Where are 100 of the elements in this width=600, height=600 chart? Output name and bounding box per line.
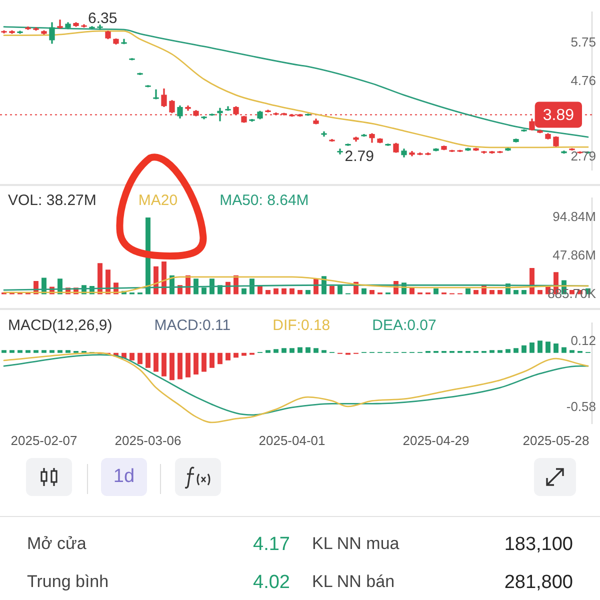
text: DEA:0.07 <box>372 317 436 334</box>
bar <box>522 290 526 294</box>
bar <box>250 278 254 294</box>
candlestick <box>57 20 63 29</box>
bar <box>2 350 6 353</box>
y-tick-label: 2.79 <box>570 148 596 164</box>
series-label: MACD:0.11 <box>154 317 231 334</box>
bar <box>242 288 246 294</box>
y-tick-label: 94.84M <box>552 209 596 224</box>
bar <box>322 350 326 353</box>
bar <box>210 352 214 368</box>
text: 4.02 <box>253 572 290 594</box>
text: KL NN bán <box>312 572 395 592</box>
bar <box>194 352 198 375</box>
bar <box>306 290 310 294</box>
candlestick <box>337 148 343 154</box>
candlestick <box>217 108 223 122</box>
bar <box>138 352 142 364</box>
bar <box>202 352 206 372</box>
bar <box>282 348 286 353</box>
y-tick-label: 5.75 <box>570 34 596 50</box>
bar <box>162 352 166 376</box>
bar <box>26 350 30 353</box>
bar <box>58 350 62 353</box>
x-tick-label: 2025-02-07 <box>10 432 78 448</box>
chart-title: VOL: 38.27M <box>8 192 96 209</box>
bar <box>362 288 366 294</box>
bar <box>330 286 334 294</box>
bar <box>466 288 470 294</box>
bar <box>506 349 510 353</box>
bar <box>434 288 438 294</box>
bar <box>226 352 230 360</box>
text: 281,800 <box>504 572 573 594</box>
bar <box>298 347 302 353</box>
text: Mở cửa <box>27 534 86 554</box>
bar <box>570 350 574 353</box>
bar <box>42 350 46 353</box>
bar <box>538 290 542 294</box>
bar <box>194 278 198 294</box>
bar <box>98 263 102 294</box>
bar <box>538 340 542 353</box>
bar <box>146 352 150 368</box>
bar <box>530 342 534 353</box>
text: Trung bình <box>27 572 109 592</box>
bar <box>130 352 134 360</box>
bar <box>290 348 294 353</box>
y-tick-label: -0.58 <box>566 398 596 414</box>
bar <box>10 350 14 353</box>
bar <box>290 288 294 294</box>
bar <box>218 352 222 364</box>
x-tick-label: 2025-04-29 <box>402 432 470 448</box>
bar <box>570 290 574 294</box>
candlestick <box>97 24 103 30</box>
bar <box>282 288 286 294</box>
candlestick <box>153 89 159 100</box>
text: DIF:0.18 <box>272 317 330 334</box>
bar <box>274 349 278 353</box>
x-tick-label: 2025-05-28 <box>522 432 590 448</box>
text: MA50: 8.64M <box>220 192 309 209</box>
y-tick-label: 0.12 <box>570 333 596 348</box>
ref-line-label: 3.89 <box>542 107 574 124</box>
bar <box>234 352 238 358</box>
text: KL NN mua <box>312 534 400 554</box>
bar <box>186 352 190 378</box>
bar <box>370 290 374 294</box>
bar <box>210 278 214 294</box>
bar <box>34 350 38 353</box>
bar <box>162 261 166 294</box>
chart-title: MACD(12,26,9) <box>8 317 112 334</box>
x-tick-label: 2025-03-06 <box>114 432 182 448</box>
bar <box>562 347 566 353</box>
bar <box>514 348 518 353</box>
bar <box>154 352 158 372</box>
bar <box>490 290 494 294</box>
text: 4.17 <box>253 534 290 556</box>
bar <box>298 290 302 294</box>
bar <box>410 288 414 294</box>
bar <box>50 350 54 353</box>
bar <box>306 347 310 353</box>
bar <box>202 288 206 294</box>
y-tick-label: 47.86M <box>552 247 596 262</box>
annotation: 2.79 <box>344 148 374 166</box>
bar <box>178 352 182 380</box>
bar <box>18 350 22 353</box>
bar <box>522 345 526 353</box>
bar <box>498 350 502 353</box>
bar <box>474 290 478 294</box>
bar <box>274 288 278 294</box>
bar <box>490 350 494 353</box>
bar <box>170 352 174 380</box>
text: MA20 <box>138 192 178 209</box>
x-tick-label: 2025-04-01 <box>258 432 326 448</box>
y-tick-label: 885.70K <box>548 286 596 301</box>
y-tick-label: 4.76 <box>570 72 596 88</box>
bar <box>546 342 550 353</box>
bar <box>554 343 558 353</box>
bar <box>258 286 262 294</box>
bar <box>266 350 270 353</box>
text: 1d <box>113 466 135 488</box>
bar <box>314 348 318 353</box>
